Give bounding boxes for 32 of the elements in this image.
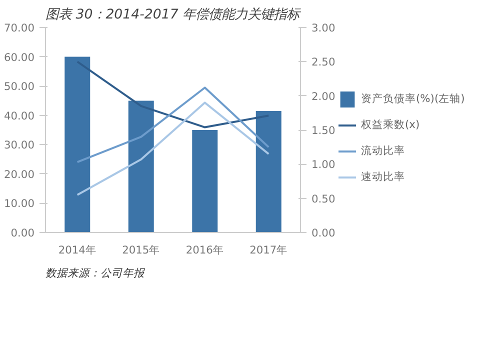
bar bbox=[256, 110, 282, 232]
y2-tick-label: 0.00 bbox=[312, 226, 336, 240]
bar bbox=[128, 100, 154, 232]
x-tick-label: 2017年 bbox=[250, 244, 288, 256]
y-tick-label: 50.00 bbox=[4, 80, 35, 94]
legend-label: 流动比率 bbox=[361, 144, 405, 158]
line-series bbox=[76, 86, 270, 164]
legend-label: 速动比率 bbox=[361, 170, 405, 184]
y-tick-label: 60.00 bbox=[4, 50, 35, 64]
line-series bbox=[76, 102, 270, 196]
source-note: 数据来源：公司年报 bbox=[46, 266, 146, 280]
y2-tick-label: 2.50 bbox=[312, 56, 336, 69]
x-tick-label: 2015年 bbox=[122, 244, 160, 256]
y2-tick-label: 1.50 bbox=[312, 124, 336, 137]
legend-label: 资产负债率(%)(左轴) bbox=[361, 92, 465, 106]
bar bbox=[192, 130, 218, 232]
y2-tick-label: 2.00 bbox=[312, 90, 336, 103]
bar bbox=[64, 56, 90, 232]
chart-title: 图表 30：2014-2017 年偿债能力关键指标 bbox=[46, 6, 302, 22]
y-tick-label: 10.00 bbox=[4, 197, 35, 210]
line-series bbox=[76, 60, 270, 128]
y-tick-label: 40.00 bbox=[4, 109, 35, 122]
y-tick-label: 70.00 bbox=[4, 22, 35, 34]
y2-tick-label: 3.00 bbox=[312, 22, 336, 34]
x-tick-label: 2016年 bbox=[186, 244, 224, 256]
y2-tick-label: 1.00 bbox=[312, 158, 336, 172]
y-tick-label: 30.00 bbox=[4, 138, 35, 152]
x-tick-label: 2014年 bbox=[58, 244, 96, 256]
legend-label: 权益乘数(x) bbox=[361, 118, 420, 132]
y-tick-label: 20.00 bbox=[4, 168, 35, 181]
y2-tick-label: 0.50 bbox=[312, 192, 336, 206]
y-tick-label: 0.00 bbox=[10, 226, 35, 240]
